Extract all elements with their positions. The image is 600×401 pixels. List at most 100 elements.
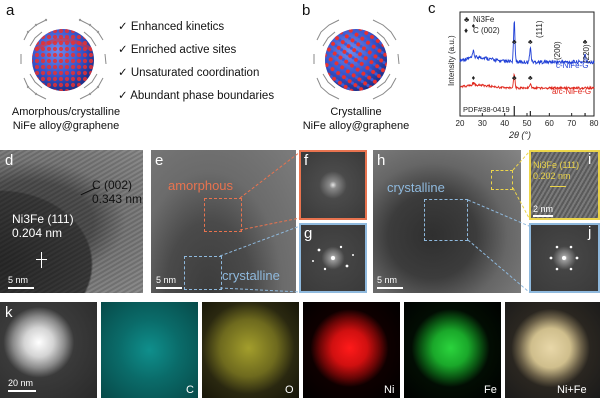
eds-map-c-label: C (186, 384, 194, 396)
series-label-c-nife-g: c-NiFe-G (556, 61, 588, 70)
eds-map-nife (505, 302, 600, 398)
series-group: ♦ ♣ ♣ ♣ ♦ ♣ ♣ (459, 20, 595, 91)
panel-label-a: a (6, 2, 15, 19)
panel-a-caption: Amorphous/crystalline NiFe alloy@graphen… (2, 105, 130, 133)
k-scalebar (8, 390, 36, 392)
xrd-chart: 20 30 40 50 60 70 80 ♦♣ ♣ ♣♦ ♣ ♣ Intensity (a.u.) … (447, 11, 599, 140)
panel-b-caption-line2: NiFe alloy@graphene (302, 120, 410, 132)
panel-label-h: h (377, 152, 386, 169)
eds-map-ni (303, 302, 400, 398)
i-lattice-distance: 0.202 nm (533, 171, 571, 181)
panel-a-caption-line2: NiFe alloy@graphene (12, 120, 120, 132)
series-line-1 (459, 72, 595, 91)
panel-a-bullet-list: ✓ Enhanced kinetics ✓ Enriched active si… (118, 16, 274, 108)
peak-marker: ♣ (512, 75, 517, 82)
i-scalebar (533, 215, 553, 217)
d-scalebar (8, 287, 34, 289)
d-lattice-marker-vertical (41, 252, 42, 268)
d-scalebar-label: 5 nm (8, 275, 29, 285)
haadf-image-k (0, 302, 97, 398)
h-connector-lines (467, 151, 529, 293)
d-c002-name: C (002) (92, 178, 133, 192)
check-icon: ✓ (118, 21, 128, 33)
lattice-image-i (529, 150, 600, 220)
e-connector-lines (219, 151, 301, 293)
eds-map-o-label: O (285, 384, 294, 396)
x-tick-label: 80 (590, 119, 599, 128)
e-crystalline-box (184, 256, 222, 290)
legend-label-c002: C (002) (473, 26, 500, 35)
panel-label-e: e (155, 152, 164, 169)
panel-label-g: g (304, 225, 313, 242)
d-ni3fe-distance: 0.204 nm (12, 226, 63, 240)
d-ni3fe-name: Ni3Fe (111) (12, 212, 74, 226)
peak-marker: ♦ (472, 75, 476, 82)
tem-image-e (151, 150, 296, 293)
panel-b-sphere-illustration (313, 19, 400, 100)
peak-label-111: (111) (535, 20, 544, 38)
eds-map-c (101, 302, 198, 398)
check-icon: ✓ (118, 67, 128, 79)
panel-a-sphere-illustration (20, 18, 107, 100)
eds-map-fe (404, 302, 501, 398)
peak-label-220: (220) (582, 44, 591, 63)
bullet-text: Enhanced kinetics (130, 21, 225, 33)
i-scalebar-label: 2 nm (533, 204, 554, 214)
panel-label-j: j (588, 224, 592, 241)
legend-symbol-c002: ♦ (464, 26, 468, 35)
h-crystalline-box (424, 199, 468, 241)
peak-marker: ♣ (512, 39, 517, 46)
panel-label-k: k (5, 304, 13, 321)
x-tick-label: 40 (500, 119, 509, 128)
y-axis-label: Intensity (a.u.) (447, 35, 456, 86)
bullet-text: Abundant phase boundaries (130, 90, 275, 102)
x-tick-label: 60 (545, 119, 554, 128)
check-icon: ✓ (118, 90, 128, 102)
series-label-ac-nife-g: a/c-NiFe-G (552, 87, 591, 96)
panel-b-caption: Crystalline NiFe alloy@graphene (290, 105, 422, 133)
fft-image-f (299, 150, 367, 220)
panel-label-i: i (588, 151, 592, 168)
x-tick-group: 20 30 40 50 60 70 80 (456, 106, 599, 128)
d-lattice-marker-horizontal (36, 259, 47, 260)
fft-g-spots (312, 245, 354, 271)
panel-label-f: f (304, 152, 309, 169)
eds-map-fe-label: Fe (484, 384, 497, 396)
d-c002-label: C (002) 0.343 nm (92, 178, 142, 206)
d-c002-distance: 0.343 nm (92, 192, 143, 206)
peak-marker: ♣ (583, 39, 588, 46)
fft-j-spots (549, 245, 579, 271)
tem-image-d-texture (0, 150, 143, 293)
check-icon: ✓ (118, 44, 128, 56)
h-scalebar (377, 287, 403, 289)
k-scalebar-label: 20 nm (8, 378, 34, 388)
panel-label-c: c (428, 0, 436, 17)
h-lattice-box (491, 170, 513, 190)
peak-label-200: (200) (553, 41, 562, 60)
x-axis-label: 2θ (°) (508, 130, 531, 140)
peak-marker: ♣ (528, 39, 533, 46)
e-crystalline-label: crystalline (222, 268, 280, 283)
eds-map-o (202, 302, 299, 398)
e-amorphous-label: amorphous (168, 178, 234, 193)
legend-symbol-ni3fe: ♣ (464, 15, 470, 24)
x-tick-label: 70 (567, 119, 576, 128)
e-amorphous-box (204, 198, 242, 232)
panel-label-b: b (302, 2, 311, 19)
i-lattice-name: Ni3Fe (111) (533, 160, 580, 170)
bullet-item: ✓ Abundant phase boundaries (118, 85, 274, 108)
eds-map-nife-label: Ni+Fe (557, 384, 587, 396)
panel-a-caption-line1: Amorphous/crystalline (11, 106, 121, 118)
e-scalebar-label: 5 nm (156, 275, 177, 285)
d-ni3fe-label: Ni3Fe (111) 0.204 nm (12, 212, 74, 240)
h-crystalline-label: crystalline (387, 180, 445, 195)
eds-map-ni-label: Ni (384, 384, 395, 396)
panel-b-caption-line1: Crystalline (330, 106, 382, 118)
x-tick-label: 50 (523, 119, 532, 128)
bullet-item: ✓ Unsaturated coordination (118, 62, 274, 85)
tem-image-h (373, 150, 521, 293)
series-line-0 (459, 20, 595, 66)
peak-marker: ♣ (528, 75, 533, 82)
bullet-text: Unsaturated coordination (130, 67, 260, 79)
i-lattice-label: Ni3Fe (111) 0.202 nm (533, 160, 579, 182)
